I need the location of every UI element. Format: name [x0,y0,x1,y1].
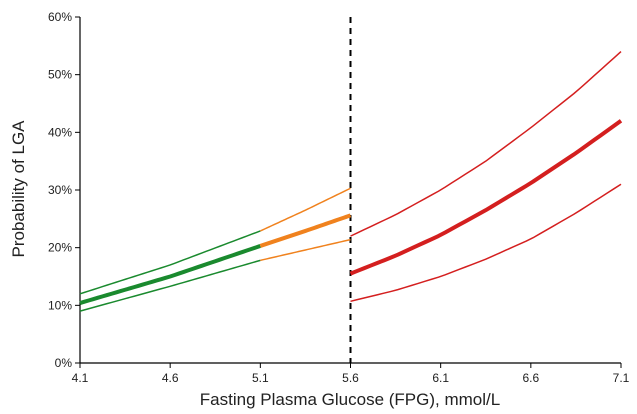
x-tick-label: 6.1 [432,371,449,385]
x-axis-title: Fasting Plasma Glucose (FPG), mmol/L [200,390,500,409]
y-tick-label: 20% [48,241,72,255]
x-tick-label: 7.1 [613,371,630,385]
y-tick-label: 50% [48,68,72,82]
axes: 0% 10% 20% 30% 40% 50% 60% 4.1 4.6 5.1 5.6 6.1 6.6 7.… [48,10,630,385]
x-tick-label: 4.1 [72,371,89,385]
x-tick-label: 5.1 [252,371,269,385]
y-tick-label: 30% [48,183,72,197]
y-tick-label: 0% [55,356,73,370]
x-tick-label: 5.6 [342,371,359,385]
series-line-ci-upper [260,187,351,232]
y-tick-label: 40% [48,125,72,139]
x-tick-label: 6.6 [522,371,539,385]
series-line-estimate [79,244,261,305]
series-line-ci-upper [350,51,622,237]
series-line-ci-lower [79,259,261,312]
y-axis-title: Probability of LGA [9,120,28,258]
series-line-estimate [349,119,623,276]
series-line-ci-lower [260,238,351,262]
x-tick-label: 4.6 [162,371,179,385]
series-layer [79,17,623,363]
y-tick-label: 10% [48,298,72,312]
series-line-ci-lower [350,183,622,303]
series-line-ci-upper [79,230,261,295]
y-tick-label: 60% [48,10,72,24]
series-line-estimate [259,213,352,248]
